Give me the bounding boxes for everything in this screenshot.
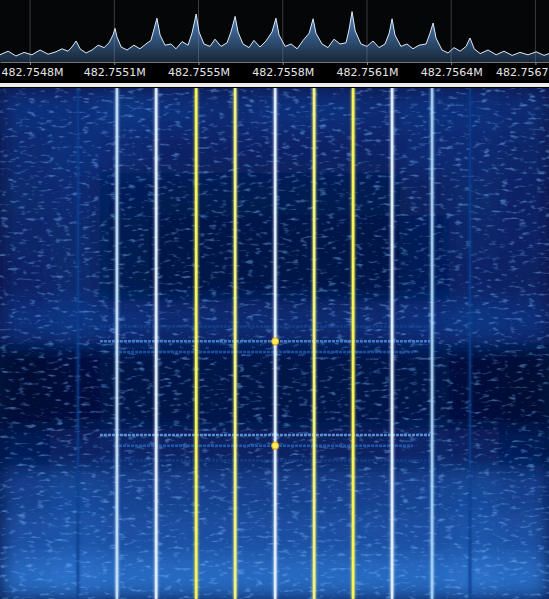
x-tick-label: 482.7551M xyxy=(84,66,146,79)
x-tick-label: 482.7548M xyxy=(2,66,64,79)
frequency-strip-background xyxy=(0,62,549,82)
carrier-trace xyxy=(155,88,158,599)
x-tick-mark xyxy=(30,62,31,65)
x-tick-mark xyxy=(451,62,452,65)
burst xyxy=(115,351,413,354)
spectrum-plot xyxy=(0,12,549,62)
burst xyxy=(100,459,430,462)
x-tick-mark xyxy=(367,62,368,65)
noise-texture xyxy=(0,88,549,599)
bursts xyxy=(100,326,430,460)
burst xyxy=(115,444,413,447)
hotspots xyxy=(272,338,279,449)
x-axis: 482.7548M 482.7551M 482.7555M 482.7558M 482.… xyxy=(1,62,549,79)
burst xyxy=(100,340,430,343)
x-tick: 482.7564M xyxy=(421,62,483,79)
x-tick-label: 482.7555M xyxy=(168,66,230,79)
x-tick-mark xyxy=(114,62,115,65)
x-axis-line xyxy=(1,62,549,63)
x-tick-label: 482.7564M xyxy=(421,66,483,79)
burst xyxy=(100,434,430,437)
grid-line xyxy=(30,0,31,62)
carrier-trace xyxy=(116,88,119,599)
chart-svg: 482.7548M 482.7551M 482.7555M 482.7558M 482.… xyxy=(0,0,549,599)
x-tick-mark xyxy=(283,62,284,65)
carrier-trace xyxy=(431,88,434,599)
carrier-trace xyxy=(234,88,237,599)
carrier-trace xyxy=(195,88,198,599)
carrier-trace xyxy=(469,88,472,599)
waterfall-background xyxy=(0,88,549,599)
spectrum-area xyxy=(0,12,549,62)
x-tick: 482.7561M xyxy=(336,62,398,79)
carrier-trace xyxy=(313,88,316,599)
panel-separator xyxy=(0,83,549,87)
x-tick: 482.7548M xyxy=(2,62,64,79)
waterfall-cells xyxy=(0,88,549,599)
spectrum-line xyxy=(0,12,549,56)
x-tick-label: 482.7567 xyxy=(496,66,549,79)
carrier-trace xyxy=(77,88,80,599)
waterfall-plot xyxy=(0,88,549,599)
hotspot xyxy=(272,442,279,449)
burst xyxy=(100,325,430,328)
page-background xyxy=(0,0,549,599)
x-tick-mark xyxy=(199,62,200,65)
x-tick: 482.7567 xyxy=(496,62,549,79)
carrier-trace xyxy=(391,88,394,599)
hotspot xyxy=(272,338,279,345)
x-tick-label: 482.7558M xyxy=(252,66,314,79)
carrier-trace xyxy=(352,88,355,599)
chart-root: 482.7548M 482.7551M 482.7555M 482.7558M 482.… xyxy=(0,0,549,599)
x-tick: 482.7551M xyxy=(84,62,146,79)
x-tick-label: 482.7561M xyxy=(336,66,398,79)
carriers xyxy=(78,88,470,599)
x-tick-mark xyxy=(535,62,536,65)
x-tick: 482.7555M xyxy=(168,62,230,79)
spectrum-background xyxy=(0,0,549,62)
x-tick: 482.7558M xyxy=(252,62,314,79)
